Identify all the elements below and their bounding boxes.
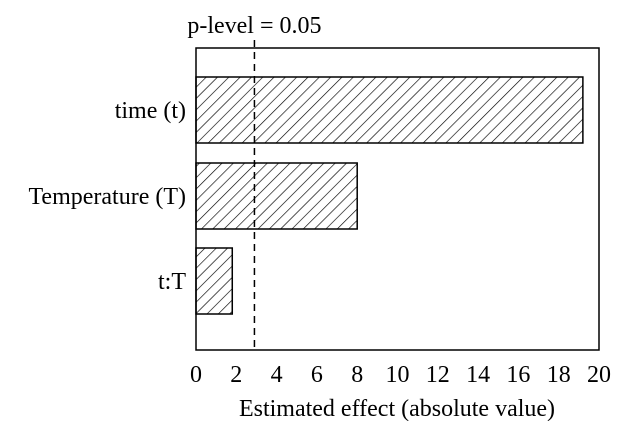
x-tick-label: 18 (547, 362, 571, 388)
x-tick-label: 14 (466, 362, 490, 388)
category-labels: time (t) Temperature (T) t:T (28, 98, 186, 295)
x-axis-title: Estimated effect (absolute value) (239, 396, 555, 421)
x-tick-label: 6 (311, 362, 323, 388)
p-level-label: p-level = 0.05 (187, 13, 321, 39)
x-tick-label: 20 (587, 362, 611, 388)
x-tick-label: 4 (271, 362, 283, 388)
x-tick-labels: 0 2 4 6 8 10 12 14 16 18 20 (190, 362, 611, 388)
x-tick-label: 16 (506, 362, 530, 388)
x-tick-label: 0 (190, 362, 202, 388)
bar (195, 247, 234, 315)
category-label: time (t) (115, 98, 186, 124)
x-tick-label: 2 (230, 362, 242, 388)
x-tick-label: 12 (426, 362, 450, 388)
bars (195, 76, 584, 315)
bar (195, 76, 584, 144)
x-tick-label: 10 (386, 362, 410, 388)
category-label: Temperature (T) (28, 184, 186, 210)
category-label: t:T (158, 269, 186, 295)
bar (195, 162, 358, 230)
x-tick-label: 8 (351, 362, 363, 388)
